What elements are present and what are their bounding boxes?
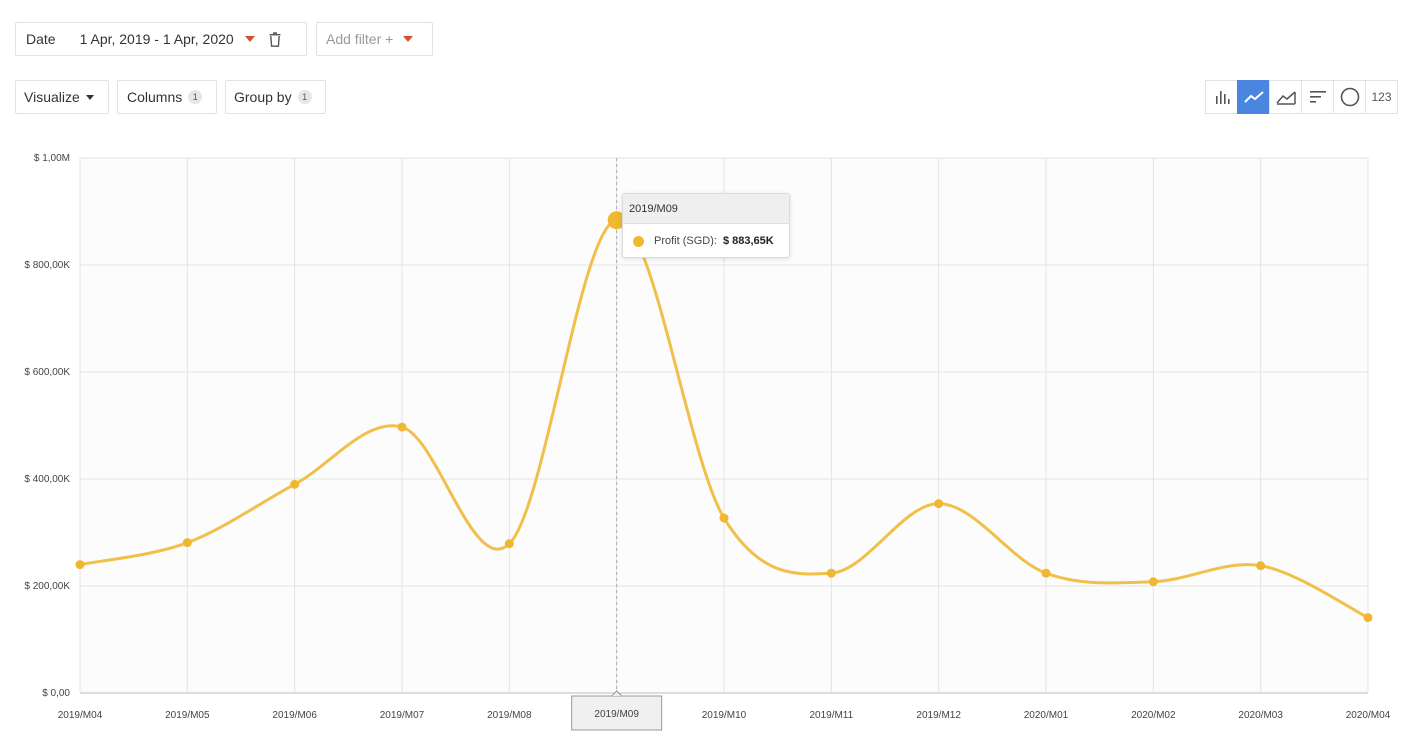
date-filter-label: Date (26, 31, 56, 47)
group-by-count-badge: 1 (297, 90, 312, 104)
x-tick-label: 2020/M02 (1131, 710, 1176, 721)
data-point[interactable] (75, 560, 85, 570)
visualize-button[interactable]: Visualize (15, 80, 109, 114)
number-icon: 123 (1371, 90, 1392, 104)
date-range-value: 1 Apr, 2019 - 1 Apr, 2020 (79, 31, 234, 47)
add-filter-label: Add filter + (326, 31, 394, 47)
x-tick-highlight-pointer (611, 690, 623, 697)
line-chart-button[interactable] (1237, 80, 1270, 114)
y-tick-label: $ 1,00M (34, 153, 70, 164)
y-tick-label: $ 400,00K (24, 474, 70, 485)
tooltip-title: 2019/M09 (629, 202, 678, 215)
x-tick-label: 2019/M05 (165, 710, 210, 721)
add-filter-button[interactable]: Add filter + (316, 22, 433, 56)
x-axis-highlight: 2019/M09 (571, 690, 663, 731)
line-chart-icon (1243, 91, 1264, 103)
x-tick-label: 2020/M03 (1238, 710, 1283, 721)
x-tick-label: 2020/M04 (1346, 710, 1391, 721)
data-point[interactable] (290, 479, 300, 489)
tooltip-body: Profit (SGD): $ 883,65K (623, 224, 789, 258)
series-marker-icon (633, 235, 644, 247)
chart-tooltip: 2019/M09 Profit (SGD): $ 883,65K (622, 193, 790, 258)
x-tick-label: 2019/M04 (58, 710, 103, 721)
columns-count-badge: 1 (188, 90, 203, 104)
columns-button[interactable]: Columns 1 (117, 80, 217, 114)
sorted-bars-icon (1309, 91, 1326, 103)
y-axis: $ 0,00 $ 200,00K $ 400,00K $ 600,00K $ 800,0… (24, 153, 70, 699)
x-tick-label: 2019/M11 (809, 710, 853, 721)
data-point[interactable] (934, 499, 944, 509)
x-axis: 2019/M04 2019/M05 2019/M06 2019/M07 2019/M08… (58, 710, 1391, 721)
data-point[interactable] (719, 513, 729, 523)
group-by-button[interactable]: Group by 1 (225, 80, 326, 114)
bar-chart-button[interactable] (1205, 80, 1238, 114)
data-point[interactable] (397, 422, 407, 432)
columns-label: Columns (127, 89, 183, 105)
y-tick-label: $ 200,00K (24, 581, 70, 592)
series-line-profit (79, 218, 1369, 619)
number-button[interactable]: 123 (1365, 80, 1398, 114)
x-tick-label: 2019/M08 (487, 710, 532, 721)
x-tick-label: 2019/M06 (272, 710, 317, 721)
data-point[interactable] (1256, 561, 1266, 571)
tooltip-value: $ 883,65K (722, 235, 774, 247)
chevron-down-icon (403, 36, 414, 42)
visualization-type-toggle: 123 (1205, 80, 1398, 114)
gridlines (79, 157, 1369, 694)
x-tick-label-highlighted: 2019/M09 (594, 709, 639, 720)
date-filter[interactable]: Date 1 Apr, 2019 - 1 Apr, 2020 (15, 22, 307, 56)
y-tick-label: $ 0,00 (42, 688, 70, 699)
sorted-bars-button[interactable] (1301, 80, 1334, 114)
y-tick-label: $ 800,00K (24, 260, 70, 271)
bar-chart-icon (1215, 91, 1230, 104)
trash-icon[interactable] (269, 31, 281, 47)
chevron-down-icon[interactable] (244, 36, 255, 42)
x-tick-label: 2020/M01 (1024, 710, 1069, 721)
data-point-highlighted[interactable] (607, 211, 626, 230)
tooltip-header: 2019/M09 (623, 194, 789, 224)
data-point[interactable] (182, 538, 192, 548)
data-point[interactable] (826, 568, 836, 578)
area-chart-button[interactable] (1269, 80, 1302, 114)
pie-chart-button[interactable] (1333, 80, 1366, 114)
x-tick-highlight-box (571, 695, 663, 731)
x-tick-label: 2019/M07 (380, 710, 425, 721)
group-by-label: Group by (234, 89, 292, 105)
data-point[interactable] (1041, 568, 1051, 578)
y-tick-label: $ 600,00K (24, 367, 70, 378)
data-point[interactable] (1363, 613, 1373, 623)
tooltip-series-label: Profit (SGD): (654, 235, 717, 247)
x-tick-label: 2019/M10 (702, 710, 747, 721)
chevron-down-icon (85, 94, 94, 100)
area-chart-icon (1275, 91, 1296, 105)
data-point[interactable] (1148, 577, 1158, 587)
visualize-label: Visualize (24, 89, 80, 105)
pie-chart-icon (1340, 87, 1359, 107)
x-tick-label: 2019/M12 (916, 710, 961, 721)
data-point[interactable] (504, 539, 514, 549)
series-points (75, 211, 1373, 623)
